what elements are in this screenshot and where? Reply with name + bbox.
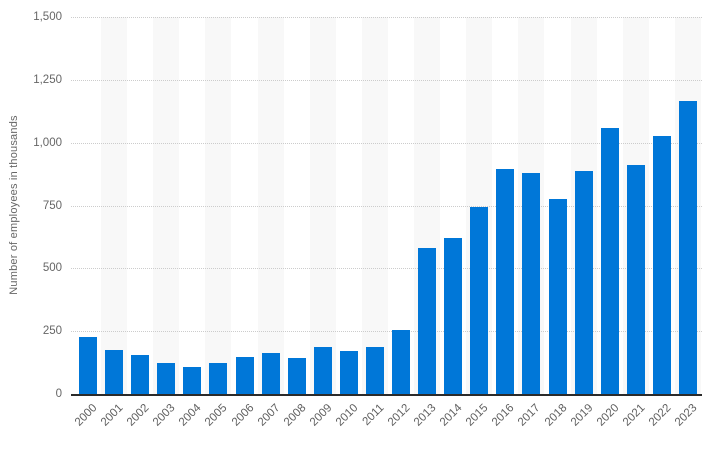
bar-2017[interactable]: [522, 173, 541, 394]
gridline-500: [71, 268, 702, 270]
x-tick-label-2019: 2019: [568, 402, 596, 429]
y-tick-label-750: 750: [42, 199, 62, 212]
x-tick-label-2018: 2018: [542, 402, 570, 429]
bar-2019[interactable]: [574, 170, 593, 394]
y-tick-label-1250: 1,250: [33, 73, 62, 86]
x-tick-label-2012: 2012: [385, 402, 413, 429]
x-tick-label-2011: 2011: [360, 402, 387, 428]
x-tick-label-2001: 2001: [99, 402, 126, 429]
bar-2006[interactable]: [235, 357, 254, 394]
bar-2003[interactable]: [157, 362, 176, 394]
bar-2007[interactable]: [261, 352, 280, 394]
bar-2000[interactable]: [79, 336, 98, 394]
bar-2002[interactable]: [131, 354, 150, 394]
gridline-250: [71, 331, 702, 333]
x-tick-label-2017: 2017: [516, 402, 543, 429]
gridline-1000: [71, 142, 702, 144]
x-tick-label-2002: 2002: [125, 402, 152, 429]
x-tick-label-2003: 2003: [151, 402, 178, 429]
bar-2010[interactable]: [339, 350, 358, 394]
y-tick-label-1500: 1,500: [33, 11, 62, 23]
bar-2011[interactable]: [365, 346, 384, 394]
x-tick-label-2010: 2010: [333, 402, 361, 429]
bar-2018[interactable]: [548, 198, 567, 394]
y-tick-label-250: 250: [42, 325, 62, 338]
x-tick-label-2016: 2016: [490, 402, 517, 429]
bar-2015[interactable]: [470, 207, 489, 394]
bar-2013[interactable]: [418, 248, 437, 394]
x-tick-label-2020: 2020: [594, 402, 622, 429]
y-tick-label-1000: 1,000: [33, 136, 62, 149]
x-tick-label-2014: 2014: [438, 402, 465, 429]
y-tick-label-0: 0: [55, 388, 62, 400]
x-tick-label-2021: 2021: [620, 402, 648, 429]
x-tick-label-2008: 2008: [281, 402, 309, 429]
x-tick-label-2007: 2007: [255, 402, 283, 429]
bar-2004[interactable]: [183, 366, 202, 394]
x-tick-label-2005: 2005: [203, 402, 230, 429]
bar-2008[interactable]: [287, 358, 306, 394]
gridline-1500: [71, 17, 702, 18]
bar-2023[interactable]: [678, 100, 697, 394]
y-tick-label-500: 500: [42, 262, 62, 275]
x-tick-label-2022: 2022: [646, 402, 674, 429]
bar-2012[interactable]: [392, 330, 411, 394]
x-tick-label-2013: 2013: [412, 402, 439, 429]
bar-2020[interactable]: [600, 127, 619, 394]
x-tick-label-2004: 2004: [177, 402, 204, 429]
bar-2005[interactable]: [209, 363, 228, 394]
x-tick-label-2000: 2000: [72, 402, 100, 429]
gridline-750: [71, 205, 702, 207]
bar-2022[interactable]: [652, 136, 671, 394]
x-tick-label-2023: 2023: [672, 402, 700, 429]
bar-2021[interactable]: [626, 164, 645, 394]
gridline-1250: [71, 79, 702, 81]
x-tick-label-2009: 2009: [307, 402, 335, 429]
bar-2014[interactable]: [444, 238, 463, 394]
x-axis-line: [71, 394, 702, 396]
x-tick-label-2006: 2006: [229, 402, 257, 429]
bar-2009[interactable]: [313, 346, 332, 394]
bar-2001[interactable]: [105, 350, 124, 394]
bar-2016[interactable]: [496, 168, 515, 394]
x-tick-label-2015: 2015: [464, 402, 491, 429]
